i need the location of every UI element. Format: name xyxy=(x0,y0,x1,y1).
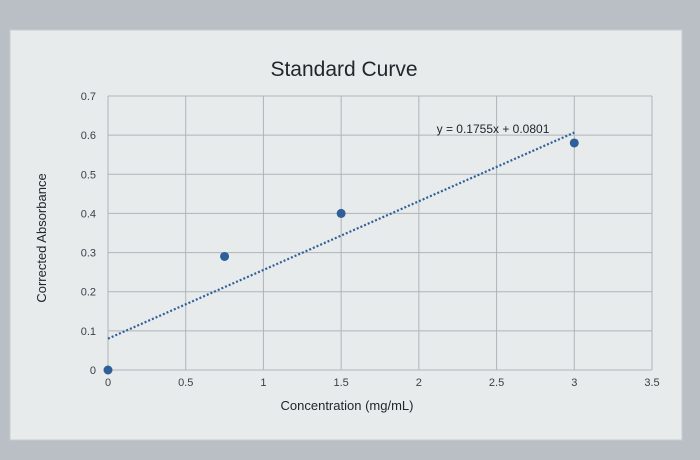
y-tick-label: 0.4 xyxy=(81,208,96,220)
x-tick-label: 0 xyxy=(105,377,111,389)
data-point xyxy=(569,138,579,148)
data-point xyxy=(336,208,346,218)
trendline-layer xyxy=(107,131,575,340)
x-tick-labels: 0 0.5 1 1.5 2 2.5 3 3.5 xyxy=(105,377,660,389)
y-axis-title: Corrected Absorbance xyxy=(34,173,49,302)
data-point xyxy=(220,251,230,261)
trendline-equation: y = 0.1755x + 0.0801 xyxy=(437,122,550,136)
x-tick-label: 2.5 xyxy=(489,377,504,389)
x-tick-label: 0.5 xyxy=(178,377,193,389)
y-tick-label: 0.5 xyxy=(81,169,96,181)
y-tick-label: 0.1 xyxy=(81,326,96,338)
x-tick-label: 2 xyxy=(416,377,422,389)
y-tick-label: 0.6 xyxy=(81,130,96,142)
y-tick-labels: 0 0.1 0.2 0.3 0.4 0.5 0.6 0.7 xyxy=(81,91,96,377)
x-axis-title: Concentration (mg/mL) xyxy=(281,398,414,413)
x-tick-label: 1 xyxy=(260,377,266,389)
data-point xyxy=(103,365,113,375)
chart-title: Standard Curve xyxy=(270,58,417,81)
y-tick-label: 0 xyxy=(90,365,96,377)
data-points xyxy=(103,138,579,375)
y-tick-label: 0.2 xyxy=(81,287,96,299)
y-tick-label: 0.7 xyxy=(81,91,96,103)
trendline xyxy=(107,131,575,340)
y-tick-label: 0.3 xyxy=(81,248,96,260)
x-tick-label: 3.5 xyxy=(644,377,659,389)
x-tick-label: 3 xyxy=(571,377,577,389)
chart-area xyxy=(9,29,683,441)
x-tick-label: 1.5 xyxy=(333,377,348,389)
